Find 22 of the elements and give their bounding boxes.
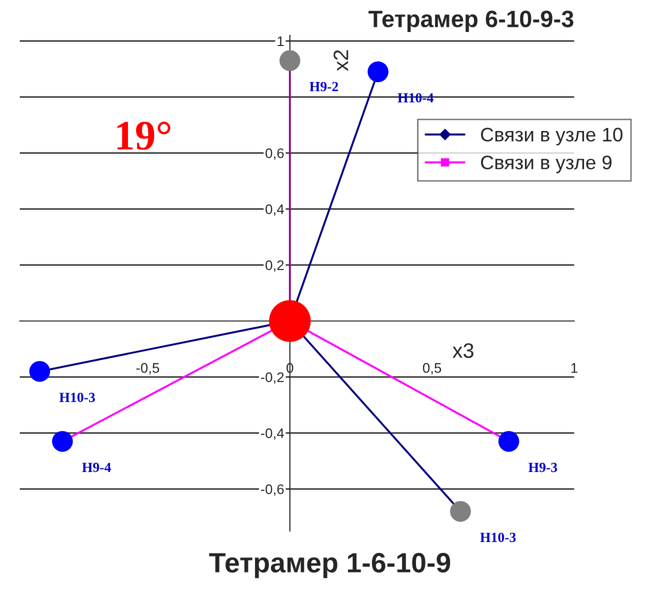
- y-tick-label: -0,6: [261, 484, 284, 496]
- y-tick-label: -0,4: [261, 428, 284, 440]
- annotation: H9-3: [528, 462, 558, 472]
- x-tick-label: 1: [571, 363, 578, 373]
- y-tick-label: 0,2: [266, 260, 284, 272]
- legend-label: Связи в узле 9: [481, 156, 612, 174]
- y-tick-label: 0,4: [266, 204, 284, 216]
- text: Тетрамер 1-6-10-9: [209, 552, 450, 578]
- annotation: H9-4: [82, 462, 111, 472]
- chart-title: Тетрамер 6-10-9-3: [368, 10, 574, 32]
- y-tick-label: -0,2: [261, 372, 284, 384]
- annotation: H10-3: [480, 532, 516, 542]
- x-tick-label: -0,5: [136, 363, 160, 375]
- y-axis-title: x2: [334, 50, 348, 71]
- x-tick-label: 0,5: [422, 363, 442, 375]
- legend-label: Связи в узле 10: [481, 128, 622, 146]
- annotation: 19°: [117, 122, 170, 150]
- y-tick-label: 1: [278, 36, 284, 46]
- annotation: H9-2: [310, 82, 338, 92]
- x-axis-title: x3: [452, 343, 474, 358]
- y-tick-label: 0,6: [266, 148, 284, 160]
- annotation: H10-3: [59, 392, 95, 402]
